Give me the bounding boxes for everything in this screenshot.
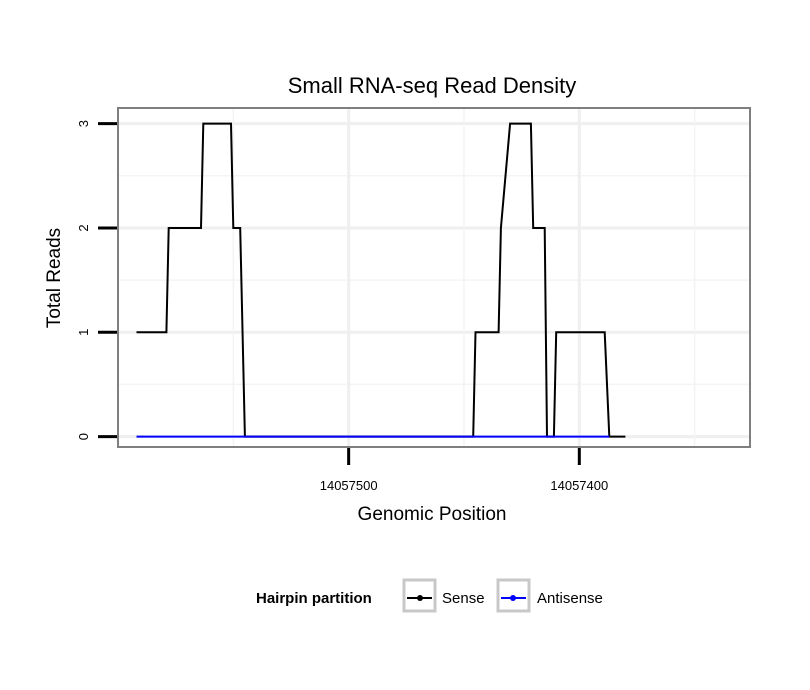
- legend-label-antisense: Antisense: [537, 590, 603, 607]
- series-line-sense: [136, 122, 626, 438]
- x-axis-title: Genomic Position: [358, 504, 507, 525]
- series-lines: [136, 122, 626, 438]
- y-tick-label: 3: [76, 120, 91, 127]
- y-tick-label: 1: [76, 329, 91, 336]
- legend-title: Hairpin partition: [256, 590, 372, 607]
- y-tick-label: 2: [76, 224, 91, 231]
- y-tick-label: 0: [76, 433, 91, 440]
- legend-point-sense: [417, 595, 423, 601]
- legend-label-sense: Sense: [442, 590, 485, 607]
- legend-point-antisense: [510, 595, 516, 601]
- x-axis-ticks: 14057500 14057400: [320, 447, 608, 493]
- chart-title: Small RNA-seq Read Density: [288, 73, 577, 98]
- plot-panel-border: [117, 107, 751, 448]
- x-tick-label: 14057500: [320, 478, 378, 493]
- legend: Hairpin partition Sense Antisense: [256, 578, 603, 613]
- y-axis-ticks: 0 1 2 3: [76, 120, 118, 440]
- x-tick-label: 14057400: [550, 478, 608, 493]
- y-axis-title: Total Reads: [44, 228, 65, 328]
- grid-lines: [118, 108, 750, 447]
